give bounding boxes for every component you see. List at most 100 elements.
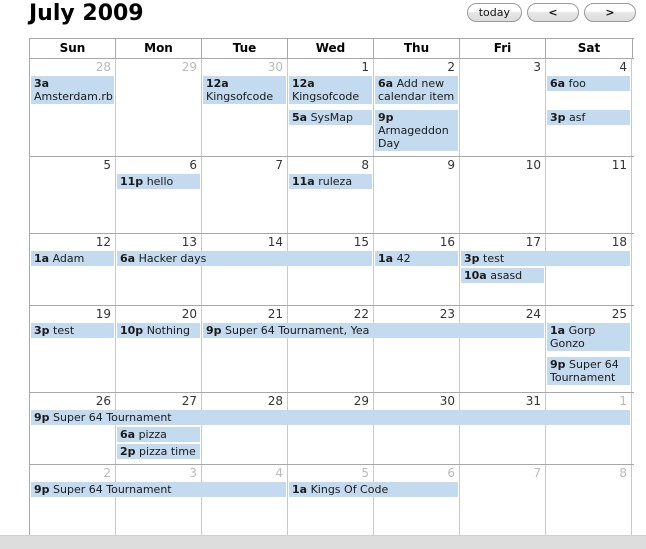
calendar-event[interactable]: 9p Super 64 Tournament — [31, 482, 286, 497]
calendar-day-cell[interactable]: 25 — [546, 306, 632, 392]
calendar-event[interactable]: 6a Add new calendar item — [375, 76, 458, 104]
calendar-week: 5 6 7 8 9 10 11 11p hello 11a ruleza — [30, 157, 634, 234]
calendar-day-cell[interactable]: 12 — [30, 234, 116, 305]
event-time: 12a — [292, 77, 315, 90]
prev-button[interactable]: < — [527, 3, 579, 22]
calendar-day-cell[interactable]: 4 — [202, 465, 288, 536]
calendar-day-cell[interactable]: 31 — [460, 393, 546, 464]
calendar-event[interactable]: 9p Super 64 Tournament — [547, 357, 630, 385]
calendar-day-cell[interactable]: 1 — [546, 393, 632, 464]
calendar-day-cell[interactable]: 9 — [374, 157, 460, 233]
calendar-event[interactable]: 3a Amsterdam.rb — [31, 76, 114, 104]
day-number: 3 — [189, 466, 197, 480]
events-layer: 3a Amsterdam.rb 12a Kingsofcode 12a Kingso… — [30, 76, 634, 156]
calendar-day-cell[interactable]: 30 — [374, 393, 460, 464]
calendar-event[interactable]: 11p hello — [117, 174, 200, 189]
calendar-event[interactable]: 10p Nothing — [117, 323, 200, 338]
day-number: 6 — [447, 466, 455, 480]
calendar-day-cell[interactable]: 4 — [546, 59, 632, 156]
calendar-event[interactable]: 12a Kingsofcode — [289, 76, 372, 104]
calendar-day-cell[interactable]: 18 — [546, 234, 632, 305]
calendar-event[interactable]: 9p Super 64 Tournament — [31, 410, 630, 425]
calendar-day-cell[interactable]: 24 — [460, 306, 546, 392]
calendar-event[interactable]: 6a foo — [547, 76, 630, 91]
event-title: Super 64 Tournament, Yea — [225, 324, 370, 337]
calendar-day-cell[interactable]: 6 — [116, 157, 202, 233]
calendar-day-cell[interactable]: 22 — [288, 306, 374, 392]
calendar-day-cell[interactable]: 5 — [288, 465, 374, 536]
calendar-day-cell[interactable]: 11 — [546, 157, 632, 233]
calendar-event[interactable]: 3p asf — [547, 110, 630, 125]
calendar-day-cell[interactable]: 6 — [374, 465, 460, 536]
calendar-grid: Sun Mon Tue Wed Thu Fri Sat 28 29 30 1 2 3 4 3a Amste… — [29, 38, 634, 537]
today-button[interactable]: today — [466, 3, 522, 22]
calendar-day-cell[interactable]: 5 — [30, 157, 116, 233]
event-time: 9p — [34, 483, 50, 496]
day-number: 14 — [267, 235, 283, 249]
calendar-event[interactable]: 12a Kingsofcode — [203, 76, 286, 104]
day-number: 8 — [361, 158, 369, 172]
calendar-event[interactable]: 9p Armageddon Day — [375, 110, 458, 151]
day-number: 30 — [439, 394, 455, 408]
event-title: Super 64 Tournament — [550, 358, 619, 384]
calendar-day-cell[interactable]: 26 — [30, 393, 116, 464]
calendar-day-cell[interactable]: 2 — [30, 465, 116, 536]
events-layer: 9p Super 64 Tournament 6a pizza party 2p p… — [30, 410, 634, 464]
calendar-day-cell[interactable]: 23 — [374, 306, 460, 392]
event-title: SysMap — [310, 111, 354, 124]
calendar-day-cell[interactable]: 16 — [374, 234, 460, 305]
calendar-day-cell[interactable]: 29 — [288, 393, 374, 464]
calendar-event[interactable]: 6a pizza party — [117, 427, 200, 442]
event-title: 42 — [396, 252, 411, 265]
day-number: 18 — [611, 235, 627, 249]
calendar-event[interactable]: 2p pizza time — [117, 444, 200, 459]
calendar-day-cell[interactable]: 30 — [202, 59, 288, 156]
day-number: 9 — [447, 158, 455, 172]
calendar-event[interactable]: 3p test — [31, 323, 114, 338]
day-number: 19 — [95, 307, 111, 321]
calendar-event[interactable]: 6a Hacker days — [117, 251, 372, 266]
day-number: 4 — [619, 60, 627, 74]
calendar-day-cell[interactable]: 29 — [116, 59, 202, 156]
calendar-event[interactable]: 11a ruleza — [289, 174, 372, 189]
calendar-day-cell[interactable]: 13 — [116, 234, 202, 305]
calendar-weeks: 28 29 30 1 2 3 4 3a Amsterdam.rb 12a Kingsofcode… — [30, 59, 634, 537]
calendar-day-cell[interactable]: 20 — [116, 306, 202, 392]
calendar-day-cell[interactable]: 10 — [460, 157, 546, 233]
event-time: 10p — [120, 324, 144, 337]
calendar-day-cell[interactable]: 7 — [460, 465, 546, 536]
event-title: Hacker days — [138, 252, 207, 265]
calendar-day-cell[interactable]: 27 — [116, 393, 202, 464]
calendar-event[interactable]: 3p test — [461, 251, 630, 266]
event-time: 6a — [120, 252, 136, 265]
next-button[interactable]: > — [584, 3, 636, 22]
calendar-day-cell[interactable]: 7 — [202, 157, 288, 233]
calendar-day-cell[interactable]: 28 — [30, 59, 116, 156]
calendar-day-cell[interactable]: 3 — [460, 59, 546, 156]
calendar-event[interactable]: 1a 42 — [375, 251, 458, 266]
calendar-day-cell[interactable]: 28 — [202, 393, 288, 464]
calendar-day-cell[interactable]: 19 — [30, 306, 116, 392]
day-number: 12 — [95, 235, 111, 249]
calendar-day-cell[interactable]: 3 — [116, 465, 202, 536]
event-time: 1a — [550, 324, 566, 337]
event-title: Armageddon Day — [378, 124, 449, 150]
calendar-day-cell[interactable]: 14 — [202, 234, 288, 305]
calendar-event[interactable]: 9p Super 64 Tournament, Yea — [203, 323, 544, 338]
day-number: 1 — [361, 60, 369, 74]
calendar-event[interactable]: 1a Kings Of Code — [289, 482, 458, 497]
calendar-day-cell[interactable]: 1 — [288, 59, 374, 156]
calendar-day-cell[interactable]: 8 — [288, 157, 374, 233]
calendar-event[interactable]: 10a asasd — [461, 268, 544, 283]
calendar-day-cell[interactable]: 21 — [202, 306, 288, 392]
calendar-day-cell[interactable]: 2 — [374, 59, 460, 156]
calendar-day-cell[interactable]: 15 — [288, 234, 374, 305]
calendar-day-cell[interactable]: 8 — [546, 465, 632, 536]
day-of-week-wed: Wed — [288, 39, 374, 58]
calendar-event[interactable]: 1a Adam — [31, 251, 114, 266]
calendar-event[interactable]: 5a SysMap — [289, 110, 372, 125]
day-of-week-sun: Sun — [30, 39, 116, 58]
calendar-day-cell[interactable]: 17 — [460, 234, 546, 305]
day-number: 30 — [267, 60, 283, 74]
calendar-event[interactable]: 1a Gorp Gonzo — [547, 323, 630, 351]
